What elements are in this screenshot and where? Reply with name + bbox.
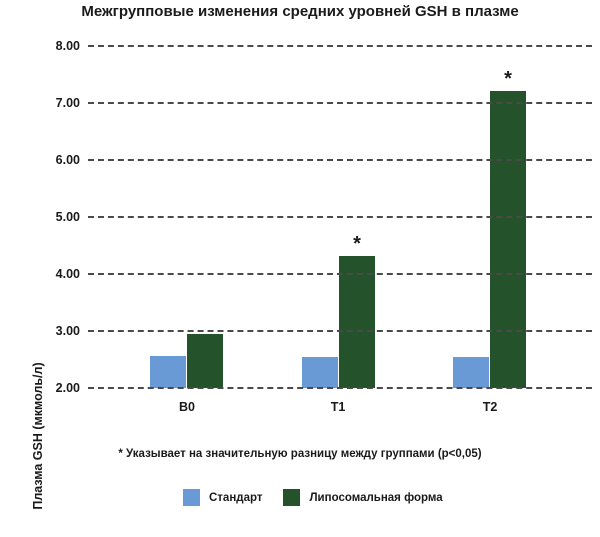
- chart-title: Межгрупповые изменения средних уровней G…: [81, 3, 519, 20]
- bar-b0-standard: [150, 356, 186, 388]
- gridline: [88, 330, 592, 332]
- bar-t1-standard: [302, 356, 338, 388]
- legend-swatch-standard: [183, 489, 200, 506]
- legend-label-standard: Стандарт: [209, 491, 263, 504]
- significance-star: *: [504, 68, 512, 91]
- y-tick-label: 7.00: [55, 96, 80, 110]
- y-tick-label: 8.00: [55, 39, 80, 53]
- legend: Стандарт Липосомальная форма: [183, 489, 464, 506]
- bar-t1-liposomal: [339, 255, 375, 388]
- y-tick-label: 5.00: [55, 210, 80, 224]
- significance-star: *: [353, 232, 361, 255]
- legend-label-liposomal: Липосомальная форма: [309, 491, 443, 504]
- x-label-t2: T2: [482, 400, 498, 414]
- gridline: [88, 273, 592, 275]
- x-label-b0: B0: [179, 400, 195, 414]
- gridline: [88, 216, 592, 218]
- y-tick-label: 2.00: [55, 381, 80, 395]
- gridline: [88, 45, 592, 47]
- legend-swatch-liposomal: [283, 489, 301, 506]
- y-tick-label: 6.00: [55, 153, 80, 167]
- gridline: [88, 159, 592, 161]
- x-label-t1: T1: [330, 400, 346, 414]
- bar-t2-standard: [453, 356, 489, 388]
- bar-b0-liposomal: [187, 333, 223, 388]
- gridline: [88, 387, 592, 389]
- y-tick-label: 4.00: [55, 267, 80, 281]
- gridline: [88, 102, 592, 104]
- y-tick-label: 3.00: [55, 324, 80, 338]
- footnote: * Указывает на значительную разницу межд…: [118, 448, 482, 460]
- bar-t2-liposomal: [490, 91, 526, 388]
